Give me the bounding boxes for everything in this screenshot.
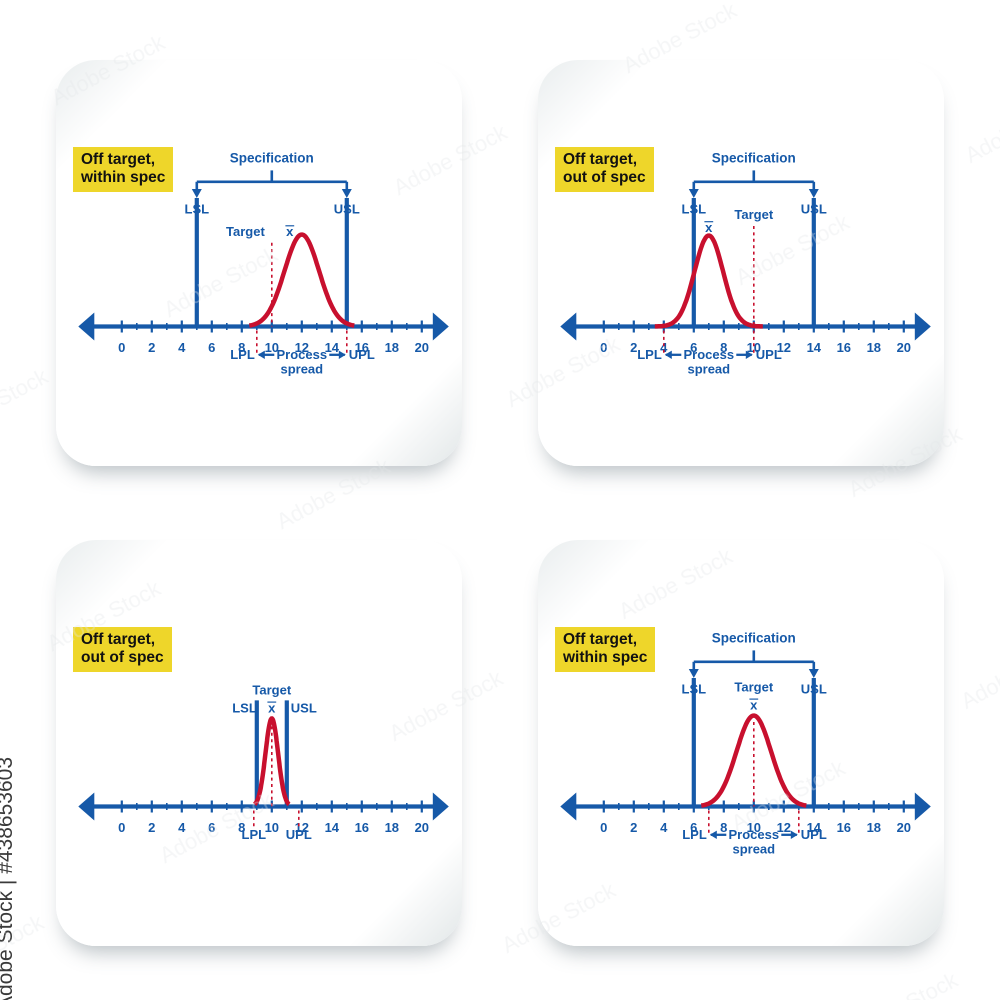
svg-text:16: 16 (837, 340, 851, 355)
svg-text:LPL: LPL (682, 827, 707, 842)
svg-text:Target: Target (734, 207, 773, 222)
svg-text:2: 2 (630, 820, 637, 835)
svg-text:20: 20 (415, 820, 429, 835)
svg-text:4: 4 (660, 820, 668, 835)
svg-text:x: x (750, 698, 758, 713)
svg-text:18: 18 (385, 340, 399, 355)
svg-text:spread: spread (687, 362, 730, 377)
svg-text:0: 0 (118, 820, 125, 835)
svg-text:4: 4 (178, 820, 186, 835)
svg-text:Specification: Specification (712, 150, 796, 165)
svg-text:Target: Target (734, 680, 773, 695)
svg-text:4: 4 (178, 340, 186, 355)
svg-text:LPL: LPL (242, 827, 267, 842)
svg-text:16: 16 (837, 820, 851, 835)
svg-text:Process: Process (277, 347, 328, 362)
svg-text:LPL: LPL (230, 347, 255, 362)
svg-text:8: 8 (720, 820, 727, 835)
svg-text:20: 20 (897, 340, 911, 355)
svg-text:Process: Process (729, 827, 780, 842)
svg-text:USL: USL (801, 202, 827, 217)
svg-text:18: 18 (867, 340, 881, 355)
svg-text:LSL: LSL (682, 202, 707, 217)
svg-text:USL: USL (291, 701, 317, 716)
svg-text:LSL: LSL (185, 202, 210, 217)
svg-text:0: 0 (600, 820, 607, 835)
svg-text:10: 10 (265, 820, 279, 835)
svg-text:UPL: UPL (756, 347, 782, 362)
svg-text:14: 14 (325, 820, 340, 835)
svg-text:2: 2 (148, 340, 155, 355)
svg-text:0: 0 (600, 340, 607, 355)
svg-text:20: 20 (415, 340, 429, 355)
svg-text:USL: USL (801, 682, 827, 697)
svg-text:UPL: UPL (801, 827, 827, 842)
svg-text:2: 2 (148, 820, 155, 835)
svg-text:14: 14 (807, 340, 822, 355)
svg-text:18: 18 (385, 820, 399, 835)
svg-text:USL: USL (334, 202, 360, 217)
svg-text:18: 18 (867, 820, 881, 835)
svg-text:Specification: Specification (230, 150, 314, 165)
svg-text:Target: Target (226, 224, 265, 239)
svg-text:Specification: Specification (712, 630, 796, 645)
svg-text:spread: spread (732, 842, 775, 857)
svg-text:20: 20 (897, 820, 911, 835)
svg-text:spread: spread (280, 362, 323, 377)
svg-text:Target: Target (252, 682, 291, 697)
svg-text:LPL: LPL (637, 347, 662, 362)
svg-text:Process: Process (684, 347, 735, 362)
svg-text:LSL: LSL (232, 701, 257, 716)
svg-text:x: x (268, 701, 276, 716)
svg-text:LSL: LSL (682, 682, 707, 697)
svg-text:6: 6 (208, 820, 215, 835)
svg-text:x: x (705, 220, 713, 235)
svg-text:0: 0 (118, 340, 125, 355)
svg-text:x: x (286, 224, 294, 239)
svg-text:16: 16 (355, 820, 369, 835)
svg-text:6: 6 (208, 340, 215, 355)
svg-text:UPL: UPL (286, 827, 312, 842)
svg-text:UPL: UPL (349, 347, 375, 362)
